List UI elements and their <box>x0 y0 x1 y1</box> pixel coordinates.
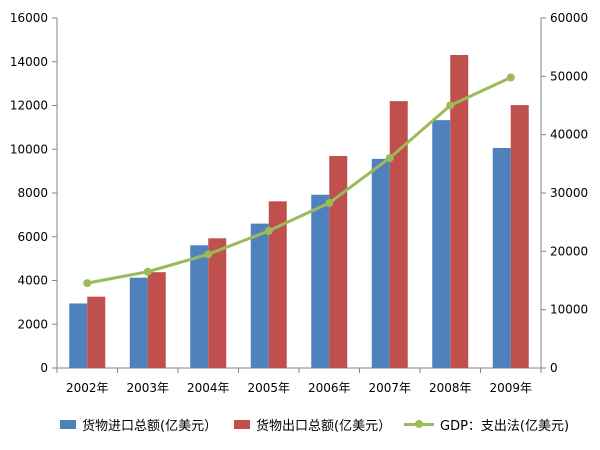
x-tick-label: 2003年 <box>126 381 169 395</box>
right-tick-label: 30000 <box>550 186 588 200</box>
left-tick-label: 16000 <box>10 11 48 25</box>
left-tick-label: 12000 <box>10 99 48 113</box>
left-tick-label: 10000 <box>10 142 48 156</box>
point-gdp <box>506 73 515 82</box>
bar-imports <box>432 120 451 368</box>
point-gdp <box>204 250 213 259</box>
right-tick-label: 50000 <box>550 69 588 83</box>
bar-exports <box>510 105 529 368</box>
bar-exports <box>450 54 469 368</box>
left-tick-label: 0 <box>40 361 48 375</box>
right-tick-label: 20000 <box>550 244 588 258</box>
x-tick-label: 2005年 <box>247 381 290 395</box>
right-tick-label: 10000 <box>550 303 588 317</box>
chart-plot: 0 2000 4000 6000 8000 10000 12000 14000 16000 0 10… <box>10 11 588 395</box>
bar-imports <box>129 277 148 368</box>
bar-imports <box>311 194 330 368</box>
left-tick-label: 4000 <box>17 274 48 288</box>
chart-legend: 货物进口总额(亿美元） 货物出口总额(亿美元） GDP：支出法(亿美元) <box>0 412 600 436</box>
point-gdp <box>385 154 394 162</box>
bar-imports <box>371 158 390 368</box>
right-tick-label: 0 <box>550 361 558 375</box>
bar-imports <box>492 147 511 368</box>
right-tick-label: 60000 <box>550 11 588 25</box>
bar-exports <box>147 272 166 368</box>
bar-exports <box>268 201 287 368</box>
left-tick-label: 2000 <box>17 317 48 331</box>
point-gdp <box>264 226 273 235</box>
legend-swatch-imports <box>60 419 76 429</box>
bar-exports <box>389 101 408 368</box>
legend-item-gdp: GDP：支出法(亿美元) <box>404 412 569 436</box>
legend-label-exports: 货物出口总额(亿美元） <box>256 418 392 434</box>
legend-label-gdp: GDP：支出法(亿美元) <box>440 418 570 434</box>
legend-line-gdp <box>404 418 434 430</box>
left-tick-label: 14000 <box>10 55 48 69</box>
bar-exports <box>329 156 348 368</box>
legend-swatch-exports <box>234 419 250 429</box>
bar-imports <box>250 223 269 368</box>
line-gdp <box>86 76 512 285</box>
point-gdp <box>446 101 455 110</box>
point-gdp <box>143 267 152 276</box>
bar-exports <box>87 296 106 368</box>
legend-item-exports: 货物出口总额(亿美元） <box>234 412 391 436</box>
bar-exports <box>208 238 227 368</box>
x-tick-label: 2004年 <box>187 381 230 395</box>
x-tick-label: 2006年 <box>308 381 351 395</box>
right-tick-label: 40000 <box>550 128 588 142</box>
legend-label-imports: 货物进口总额(亿美元） <box>82 418 218 434</box>
x-tick-label: 2008年 <box>429 381 472 395</box>
x-tick-label: 2002年 <box>66 381 109 395</box>
left-tick-label: 6000 <box>17 230 48 244</box>
bar-imports <box>190 245 209 368</box>
x-tick-label: 2009年 <box>489 381 532 395</box>
x-tick-label: 2007年 <box>368 381 411 395</box>
point-gdp <box>83 279 92 288</box>
bar-imports <box>69 303 88 368</box>
left-tick-label: 8000 <box>17 186 48 200</box>
legend-item-imports: 货物进口总额(亿美元） <box>60 412 217 436</box>
point-gdp <box>325 198 334 207</box>
